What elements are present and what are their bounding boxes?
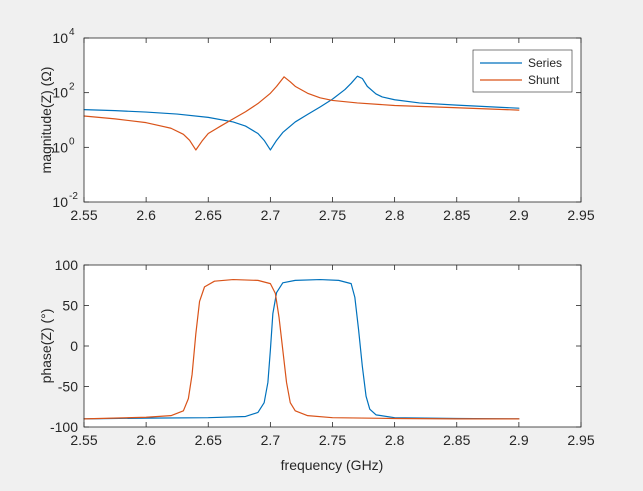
legend-shunt-label: Shunt [528, 73, 560, 87]
mag-xtick-label: 2.7 [261, 207, 281, 223]
mag-xtick-label: 2.9 [509, 207, 529, 223]
mag-xtick-label: 2.55 [70, 207, 97, 223]
phase-y-axis-label: phase(Z) (°) [38, 309, 54, 384]
mag-ytick-exponent: 4 [69, 27, 75, 38]
ph-ytick-label: 50 [62, 298, 78, 314]
phase-plot-area [84, 265, 581, 427]
legend: Series Shunt [472, 49, 573, 93]
mag-ytick-exponent: 2 [69, 82, 75, 93]
ph-xtick-label: 2.85 [443, 432, 470, 448]
magnitude-lines [83, 75, 520, 151]
mag-ytick-label: 10 [52, 30, 68, 46]
mag-series-line-series [83, 75, 520, 151]
mag-xtick-label: 2.95 [567, 207, 594, 223]
mag-xtick-label: 2.75 [319, 207, 346, 223]
ph-series-line-shunt [83, 278, 520, 420]
mag-ytick-label: 10 [52, 139, 68, 155]
mag-series-line-shunt [83, 76, 520, 151]
mag-xtick-label: 2.6 [136, 207, 156, 223]
mag-xtick-label: 2.8 [385, 207, 405, 223]
magnitude-y-axis-label: magnitude(Z) (Ω) [38, 67, 54, 174]
mag-ytick-label: 10 [52, 85, 68, 101]
ph-xtick-label: 2.65 [195, 432, 222, 448]
magnitude-axes-box [83, 37, 582, 203]
ph-series-line-series [83, 278, 520, 420]
legend-box [472, 49, 573, 93]
ph-ytick-label: 100 [55, 257, 79, 273]
phase-x-tick-labels: 2.55 2.6 2.65 2.7 2.75 2.8 2.85 2.9 2.95 [70, 432, 594, 448]
phase-x-axis-label: frequency (GHz) [281, 457, 384, 473]
ph-ytick-label: -100 [50, 419, 78, 435]
ph-ytick-label: -50 [58, 379, 78, 395]
ph-xtick-label: 2.9 [509, 432, 529, 448]
legend-series-label: Series [528, 56, 562, 70]
ph-xtick-label: 2.6 [136, 432, 156, 448]
ph-xtick-label: 2.8 [385, 432, 405, 448]
mag-xtick-label: 2.65 [195, 207, 222, 223]
ph-ytick-label: 0 [70, 338, 78, 354]
magnitude-x-tick-labels: 2.55 2.6 2.65 2.7 2.75 2.8 2.85 2.9 2.95 [70, 207, 594, 223]
mag-ytick-exponent: -2 [69, 191, 78, 202]
phase-lines [83, 278, 520, 420]
phase-y-tick-labels: -100 -50 0 50 100 [50, 257, 78, 435]
ph-xtick-label: 2.55 [70, 432, 97, 448]
mag-ytick-exponent: 0 [69, 136, 75, 147]
ph-xtick-label: 2.7 [261, 432, 281, 448]
ph-xtick-label: 2.95 [567, 432, 594, 448]
mag-ytick-label: 10 [52, 194, 68, 210]
phase-axes: 2.55 2.6 2.65 2.7 2.75 2.8 2.85 2.9 2.95 -100 -50… [38, 257, 595, 473]
mag-xtick-label: 2.85 [443, 207, 470, 223]
ph-xtick-label: 2.75 [319, 432, 346, 448]
phase-axes-box [83, 264, 582, 428]
